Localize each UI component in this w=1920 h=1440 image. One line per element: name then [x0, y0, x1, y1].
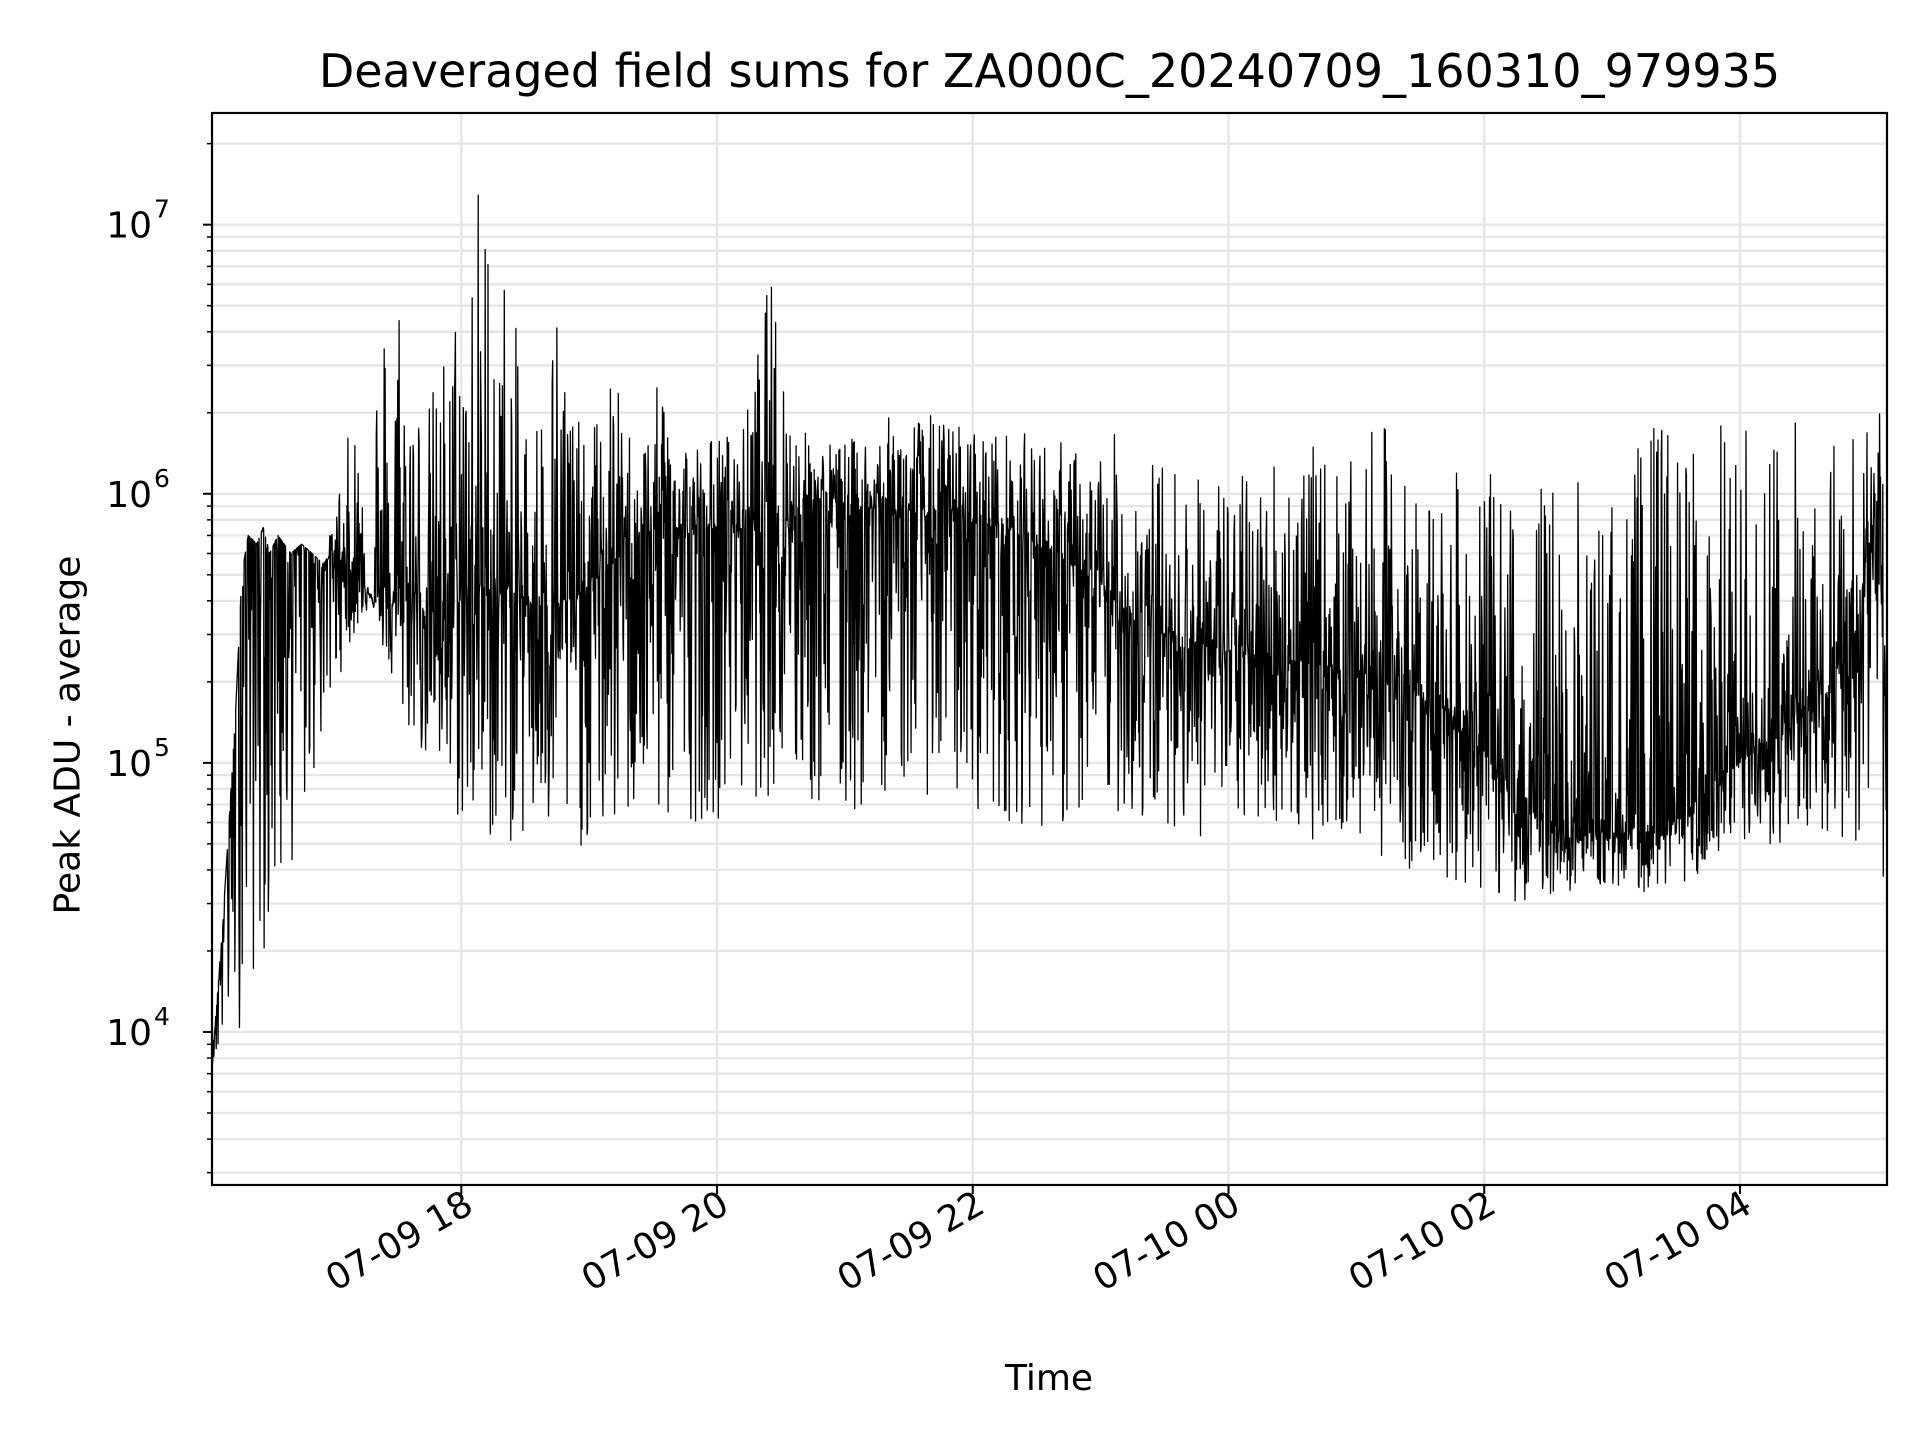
y-tick-label: 10	[106, 1013, 152, 1054]
y-tick-label: 10	[106, 744, 152, 785]
x-tick-label: 07-09 18	[319, 1183, 480, 1299]
grid-lines	[212, 113, 1887, 1185]
x-tick-label: 07-10 00	[1086, 1183, 1247, 1299]
x-tick-label: 07-10 04	[1598, 1183, 1759, 1299]
y-tick-label: 10	[106, 475, 152, 516]
x-axis-ticks: 07-09 18 07-09 20 07-09 22 07-10 00 07-10 02…	[319, 1183, 1758, 1299]
x-tick-label: 07-09 20	[575, 1183, 736, 1299]
y-axis-label: Peak ADU - average	[47, 555, 89, 915]
x-axis-label: Time	[1004, 1358, 1094, 1399]
y-tick-exponent: 7	[154, 195, 170, 224]
y-tick-label: 10	[106, 206, 152, 247]
data-series	[211, 194, 1888, 1066]
chart-title: Deaveraged field sums for ZA000C_2024070…	[318, 44, 1781, 98]
series-line	[211, 194, 1888, 1066]
plot-frame	[210, 111, 1889, 1187]
y-tick-exponent: 5	[154, 733, 170, 762]
y-tick-exponent: 6	[154, 464, 170, 493]
x-tick-label: 07-09 22	[831, 1183, 992, 1299]
y-tick-exponent: 4	[154, 1002, 170, 1031]
x-tick-label: 07-10 02	[1342, 1183, 1503, 1299]
